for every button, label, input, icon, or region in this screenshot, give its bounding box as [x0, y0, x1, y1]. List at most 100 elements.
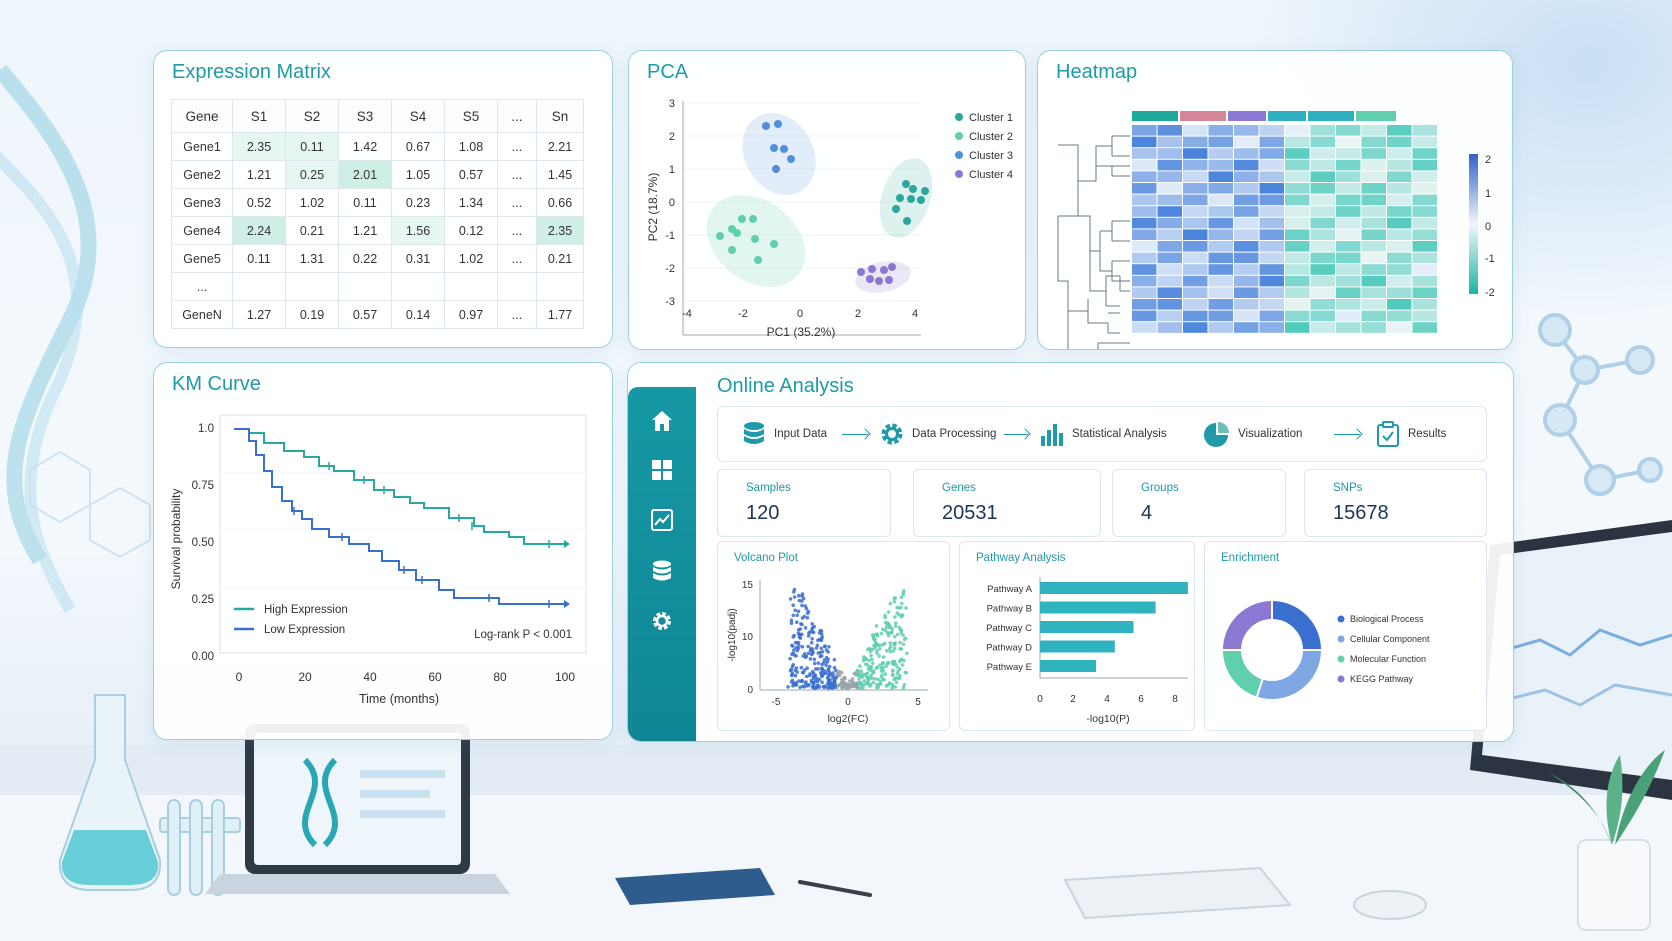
expression-value-cell[interactable]: 1.34 [444, 188, 498, 217]
expression-value-cell[interactable]: 1.05 [391, 160, 445, 189]
expression-value-cell[interactable] [285, 272, 339, 301]
gene-name-cell[interactable]: GeneN [171, 300, 233, 329]
volcano-point [898, 667, 902, 671]
expression-value-cell[interactable]: 1.21 [338, 216, 392, 245]
expression-value-cell[interactable]: 0.97 [444, 300, 498, 329]
expression-value-cell[interactable]: 1.31 [285, 244, 339, 273]
pca-title: PCA [647, 61, 689, 83]
expression-value-cell[interactable]: 1.56 [391, 216, 445, 245]
expression-value-cell[interactable]: 0.67 [391, 132, 445, 161]
column-header[interactable]: S2 [285, 99, 339, 133]
expression-value-cell[interactable]: 0.66 [536, 188, 584, 217]
pipeline-step-input-data[interactable]: Input Data [742, 421, 827, 447]
pipeline-step-visualization[interactable]: Visualization [1204, 421, 1302, 447]
column-header[interactable]: S4 [391, 99, 445, 133]
expression-value-cell[interactable] [497, 272, 537, 301]
expression-value-cell[interactable]: 0.57 [444, 160, 498, 189]
gene-name-cell[interactable]: ... [171, 272, 233, 301]
expression-value-cell[interactable]: ... [497, 188, 537, 217]
column-header[interactable]: Gene [171, 99, 233, 133]
expression-value-cell[interactable]: 2.21 [536, 132, 584, 161]
column-header[interactable]: S5 [444, 99, 498, 133]
expression-value-cell[interactable]: ... [497, 160, 537, 189]
expression-value-cell[interactable]: ... [497, 216, 537, 245]
pca-point [751, 235, 759, 243]
pathway-bar[interactable] [1040, 601, 1156, 614]
expression-value-cell[interactable]: 0.52 [232, 188, 286, 217]
donut-slice[interactable] [1220, 649, 1264, 699]
volcano-point [870, 647, 875, 652]
expression-value-cell[interactable] [536, 272, 584, 301]
donut-slice[interactable] [1271, 598, 1324, 651]
expression-value-cell[interactable] [232, 272, 286, 301]
expression-value-cell[interactable]: 2.24 [232, 216, 286, 245]
expression-value-cell[interactable]: 0.21 [285, 216, 339, 245]
expression-value-cell[interactable]: 2.35 [536, 216, 584, 245]
expression-value-cell[interactable]: 0.57 [338, 300, 392, 329]
expression-value-cell[interactable]: 1.21 [232, 160, 286, 189]
expression-value-cell[interactable]: 2.01 [338, 160, 392, 189]
expression-value-cell[interactable]: 0.23 [391, 188, 445, 217]
expression-value-cell[interactable]: ... [497, 300, 537, 329]
expression-value-cell[interactable]: 1.27 [232, 300, 286, 329]
gene-name-cell[interactable]: Gene1 [171, 132, 233, 161]
expression-value-cell[interactable]: ... [497, 244, 537, 273]
pipeline-step-results[interactable]: Results [1376, 421, 1446, 447]
gene-name-cell[interactable]: Gene2 [171, 160, 233, 189]
expression-value-cell[interactable] [444, 272, 498, 301]
home-icon[interactable] [650, 409, 674, 433]
expression-value-cell[interactable]: 0.19 [285, 300, 339, 329]
donut-slice[interactable] [1220, 598, 1273, 651]
column-header[interactable]: Sn [536, 99, 584, 133]
expression-value-cell[interactable]: 2.35 [232, 132, 286, 161]
expression-value-cell[interactable]: 0.11 [285, 132, 339, 161]
gene-name-cell[interactable]: Gene3 [171, 188, 233, 217]
expression-value-cell[interactable]: 0.25 [285, 160, 339, 189]
column-header[interactable]: S1 [232, 99, 286, 133]
expression-value-cell[interactable]: 1.02 [285, 188, 339, 217]
column-header[interactable]: S3 [338, 99, 392, 133]
expression-value-cell[interactable]: 0.12 [444, 216, 498, 245]
pathway-bar[interactable] [1040, 621, 1134, 633]
dendrogram-branch [1111, 165, 1130, 177]
heatmap-cell [1361, 310, 1386, 322]
gear-icon[interactable] [650, 609, 674, 633]
expression-value-cell[interactable]: 1.77 [536, 300, 584, 329]
volcano-point [897, 659, 902, 664]
expression-value-cell[interactable]: 0.31 [391, 244, 445, 273]
heatmap-cell [1208, 322, 1233, 333]
database-icon[interactable] [650, 559, 674, 583]
heatmap-cell [1132, 194, 1157, 206]
grid-icon[interactable] [650, 458, 674, 482]
expression-value-cell[interactable]: 1.02 [444, 244, 498, 273]
pathway-bar[interactable] [1040, 660, 1097, 672]
expression-value-cell[interactable]: 0.11 [232, 244, 286, 273]
pathway-bar[interactable] [1040, 582, 1188, 594]
expression-value-cell[interactable]: 1.08 [444, 132, 498, 161]
legend-label: KEGG Pathway [1350, 674, 1414, 684]
column-header[interactable]: ... [497, 99, 537, 133]
heatmap-cell [1336, 194, 1361, 206]
chart-icon[interactable] [650, 508, 674, 532]
volcano-point [793, 673, 798, 678]
expression-value-cell[interactable]: ... [497, 132, 537, 161]
expression-value-cell[interactable]: 0.21 [536, 244, 584, 273]
expression-value-cell[interactable]: 0.14 [391, 300, 445, 329]
pipeline-step-statistical-analysis[interactable]: Statistical Analysis [1040, 421, 1167, 447]
gene-name-cell[interactable]: Gene5 [171, 244, 233, 273]
expression-value-cell[interactable] [338, 272, 392, 301]
donut-slice[interactable] [1255, 649, 1324, 701]
expression-value-cell[interactable]: 0.22 [338, 244, 392, 273]
gene-name-cell[interactable]: Gene4 [171, 216, 233, 245]
expression-value-cell[interactable] [391, 272, 445, 301]
pathway-bar[interactable] [1040, 640, 1115, 653]
pipeline-step-data-processing[interactable]: Data Processing [880, 421, 996, 447]
expression-value-cell[interactable]: 1.42 [338, 132, 392, 161]
expression-value-cell[interactable]: 1.45 [536, 160, 584, 189]
volcano-point [820, 680, 824, 684]
volcano-point [805, 616, 810, 620]
heatmap-cell [1310, 136, 1335, 148]
expression-value-cell[interactable]: 0.11 [338, 188, 392, 217]
volcano-point [827, 678, 831, 683]
volcano-point [884, 625, 889, 630]
